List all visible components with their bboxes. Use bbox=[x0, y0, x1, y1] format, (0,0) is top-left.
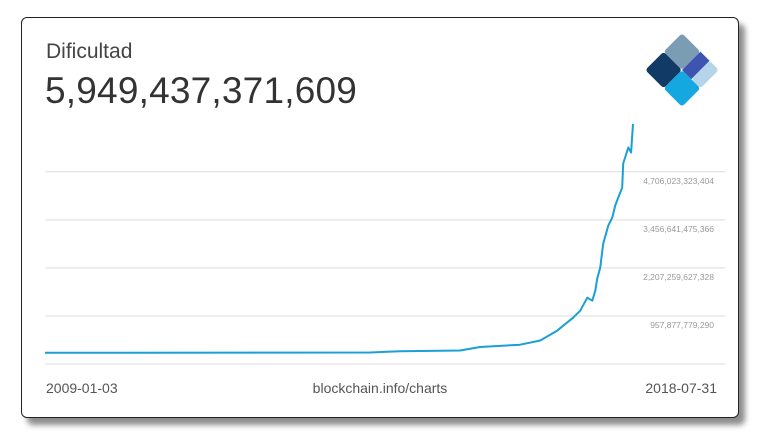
y-tick-label: 3,456,641,475,366 bbox=[643, 224, 714, 234]
logo-tile-left bbox=[646, 52, 681, 88]
logo-tile-top bbox=[664, 34, 700, 69]
chart-title: Dificultad bbox=[46, 40, 133, 63]
current-value: 5,949,437,371,609 bbox=[45, 70, 358, 111]
logo-tile-right bbox=[682, 51, 710, 80]
difficulty-chart: 957,877,779,290 2,207,259,627,328 3,456,64… bbox=[44, 123, 725, 365]
source-link[interactable]: blockchain.info/charts bbox=[312, 380, 448, 396]
y-tick-label: 4,706,023,323,404 bbox=[643, 176, 714, 186]
difficulty-series-line bbox=[44, 123, 634, 354]
blockchain-logo-icon bbox=[646, 34, 718, 106]
y-tick-label: 2,207,259,627,328 bbox=[643, 272, 714, 282]
chart-card: Dificultad 5,949,437,371,609 957,877,779… bbox=[21, 17, 739, 418]
logo-tile-right-light bbox=[692, 62, 718, 88]
y-tick-label: 957,877,779,290 bbox=[650, 320, 714, 330]
logo-tile-bottom bbox=[664, 71, 700, 106]
start-date: 2009-01-03 bbox=[46, 380, 118, 396]
end-date: 2018-07-31 bbox=[645, 380, 717, 396]
